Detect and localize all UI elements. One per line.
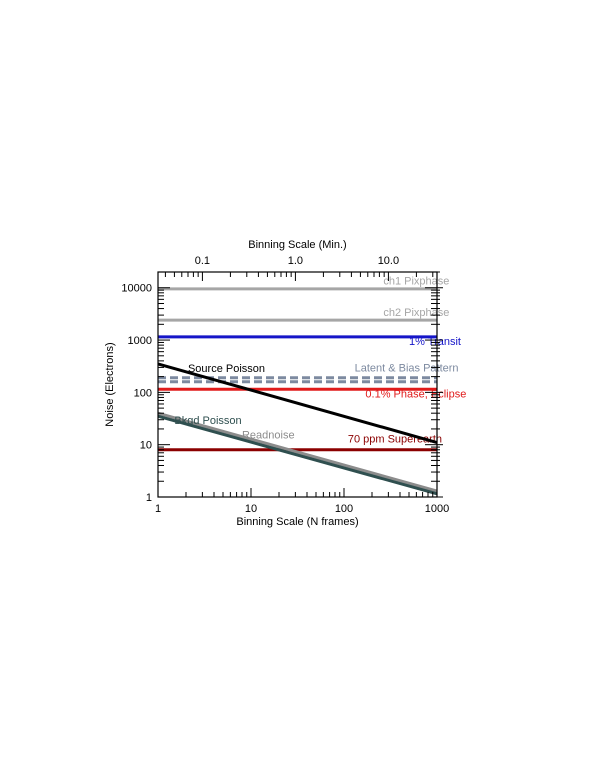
y-tick-label: 1: [146, 492, 152, 504]
y-tick-label: 10000: [121, 283, 152, 295]
series-label: Bkgd Poisson: [174, 415, 241, 427]
y-axis-label: Noise (Electrons): [104, 342, 116, 426]
series-label: 0.1% Phase, Eclipse: [365, 388, 466, 400]
x-tick-label: 1: [155, 503, 161, 515]
y-tick-label: 100: [134, 387, 152, 399]
top-axis-label: Binning Scale (Min.): [248, 239, 346, 251]
axis-ticks: 1 10 100 1000 0.1 1.0 10.0 1 10 100 1000 10000: [121, 255, 449, 515]
series-line: [157, 414, 438, 496]
series-line: [157, 362, 438, 444]
x-tick-label: 1000: [425, 503, 449, 515]
plot-frame: [157, 271, 438, 498]
x-axis-label: Binning Scale (N frames): [236, 516, 358, 528]
series-label: Readnoise: [242, 430, 295, 442]
series-label: Latent & Bias Pattern: [355, 363, 459, 375]
series-label: ch1 Pixphase: [383, 276, 449, 288]
top-tick-label: 10.0: [378, 255, 399, 267]
y-tick-label: 10: [140, 440, 152, 452]
top-tick-label: 1.0: [288, 255, 303, 267]
x-tick-label: 100: [335, 503, 353, 515]
series-line: [157, 411, 438, 493]
top-tick-label: 0.1: [195, 255, 210, 267]
x-tick-label: 10: [245, 503, 257, 515]
series-label: ch2 Pixphase: [383, 307, 449, 319]
y-tick-label: 1000: [128, 335, 152, 347]
series-label: Source Poisson: [188, 363, 265, 375]
